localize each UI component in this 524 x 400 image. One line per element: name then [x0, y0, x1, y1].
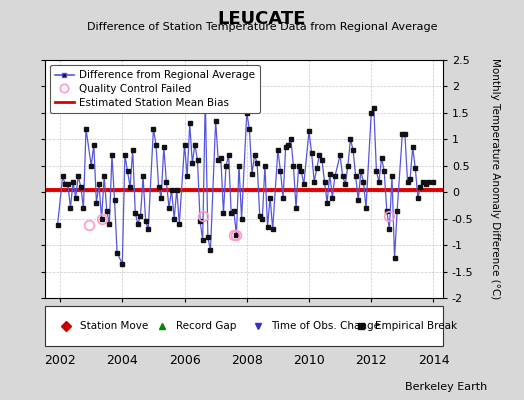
- Text: 2012: 2012: [355, 354, 387, 367]
- Text: 2006: 2006: [169, 354, 200, 367]
- Text: Time of Obs. Change: Time of Obs. Change: [271, 321, 380, 331]
- Text: 2008: 2008: [231, 354, 263, 367]
- Text: 2010: 2010: [293, 354, 325, 367]
- Text: Station Move: Station Move: [80, 321, 149, 331]
- Text: Record Gap: Record Gap: [176, 321, 236, 331]
- Text: 2004: 2004: [106, 354, 138, 367]
- Text: LEUCATE: LEUCATE: [218, 10, 306, 28]
- Text: 2002: 2002: [44, 354, 76, 367]
- Text: Difference of Station Temperature Data from Regional Average: Difference of Station Temperature Data f…: [87, 22, 437, 32]
- Legend: Difference from Regional Average, Quality Control Failed, Estimated Station Mean: Difference from Regional Average, Qualit…: [50, 65, 260, 113]
- FancyBboxPatch shape: [45, 306, 443, 346]
- Y-axis label: Monthly Temperature Anomaly Difference (°C): Monthly Temperature Anomaly Difference (…: [490, 58, 500, 300]
- Text: Empirical Break: Empirical Break: [375, 321, 457, 331]
- Text: 2014: 2014: [418, 354, 449, 367]
- Text: Berkeley Earth: Berkeley Earth: [405, 382, 487, 392]
